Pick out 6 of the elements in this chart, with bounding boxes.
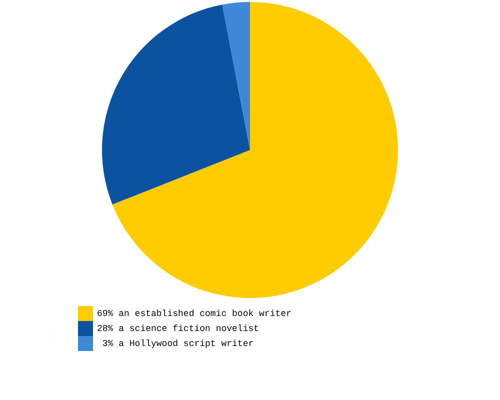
- pie-slice: [112, 2, 398, 298]
- legend-label: 3% a Hollywood script writer: [101, 338, 254, 349]
- legend-label: 69% an established comic book writer: [97, 308, 292, 319]
- pie-slice: [102, 4, 250, 204]
- legend-label: 28% a science fiction novelist: [97, 324, 260, 334]
- pie-slice: [222, 2, 250, 150]
